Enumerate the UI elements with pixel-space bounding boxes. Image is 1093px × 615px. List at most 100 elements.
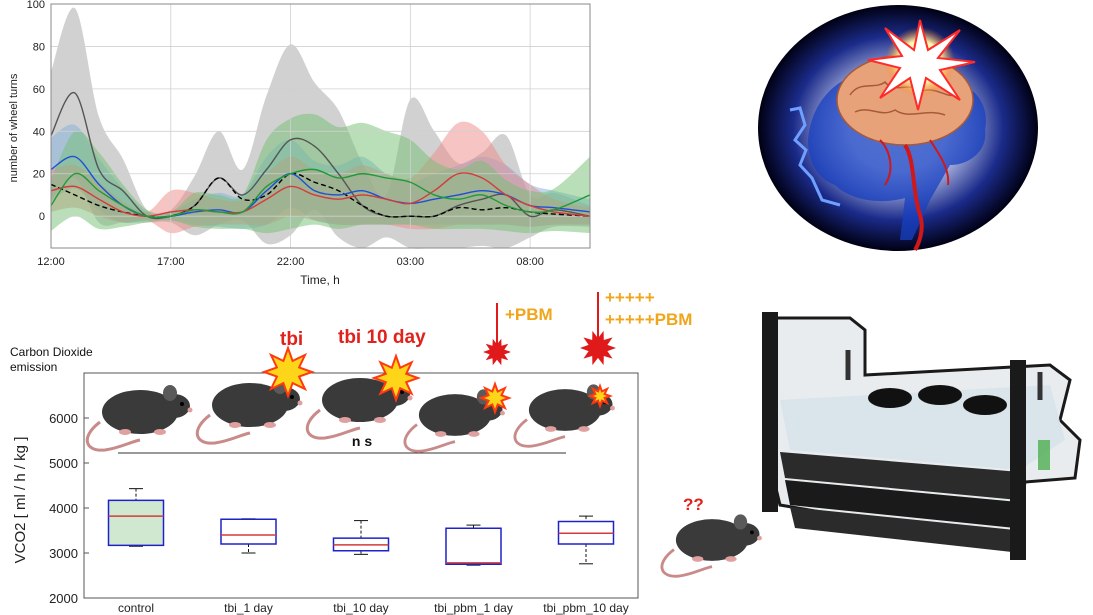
mouse-foot (339, 417, 351, 423)
impact-starburst (867, 19, 976, 111)
line-x-tick-label: 12:00 (37, 256, 65, 268)
pbm-plus-line1: +++++ (605, 288, 655, 307)
impact-burst-tbi10 (371, 353, 421, 403)
box-x-tick-label: control (118, 601, 154, 615)
brain-injury-illustration (758, 5, 1038, 252)
box-y-tick-label: 4000 (49, 501, 78, 516)
line-y-tick-label: 80 (33, 41, 45, 53)
mouse-tail (306, 408, 361, 440)
cage-post-right (1010, 360, 1026, 560)
mouse-head (729, 522, 760, 546)
line-x-tick-label: 03:00 (397, 256, 425, 268)
series-line-1 (50, 172, 591, 218)
mouse-tail (196, 413, 251, 445)
metabolic-cage-photo (762, 312, 1082, 560)
mouse-ear (733, 514, 748, 530)
face-profile (789, 106, 841, 207)
mouse-foot (468, 431, 480, 437)
mouse-foot (154, 429, 166, 435)
box-1 (220, 518, 277, 545)
mouse-eye (400, 390, 404, 394)
line-y-tick-label: 100 (27, 0, 45, 11)
line-plot-frame (50, 3, 591, 249)
mouse-nose (407, 395, 413, 401)
box-x-tick-label: tbi_10 day (333, 601, 388, 615)
series-line-3 (50, 172, 591, 217)
box-y-axis-label: VCO2 [ ml / h / kg ] (12, 437, 29, 564)
line-x-tick-label: 22:00 (277, 256, 305, 268)
box-y-tick-label: 5000 (49, 456, 78, 471)
cage-base-1 (780, 452, 1020, 500)
box-x-tick-label: tbi_pbm_1 day (434, 601, 513, 615)
mouse-body (675, 519, 749, 561)
line-y-tick-label: 60 (33, 84, 45, 96)
sd-bands (51, 7, 590, 249)
mouse-tail (513, 418, 566, 448)
mouse-foot (435, 431, 447, 437)
mouse-tail (403, 423, 456, 453)
mouse-nose (187, 407, 193, 413)
cage-feeder-1 (868, 388, 912, 408)
cage-post-left (762, 312, 778, 512)
question-marks: ?? (683, 495, 704, 514)
mouse-body (418, 394, 492, 436)
line-x-tick-label: 08:00 (516, 256, 544, 268)
cage-base-3 (790, 507, 1015, 552)
mouse-body (528, 389, 602, 431)
mouse-ear (163, 385, 177, 401)
mouse-eye (180, 402, 184, 406)
mouse-foot (119, 429, 131, 435)
box-y-tick-label: 2000 (49, 591, 78, 606)
box-x-tick-label: tbi_pbm_10 day (543, 601, 628, 615)
cage-feeder-2 (918, 385, 962, 405)
pbm-label: +PBM (505, 305, 553, 324)
box-y-tick-label: 3000 (49, 546, 78, 561)
impact-burst-pbm (478, 381, 512, 415)
mouse-eye (290, 395, 294, 399)
mouse-head (158, 394, 190, 418)
cage-green-tube (1038, 440, 1050, 470)
mouse-tbi-1day (196, 378, 303, 445)
vco2-boxplot: 2000 3000 4000 5000 6000 control tbi_1 day tbi… (10, 345, 639, 615)
wheel-turns-chart: 0 20 40 60 80 100 12:00 17:00 22:00 03:00 08:00 n… (8, 0, 591, 287)
box-title-line2: emission (10, 360, 57, 374)
cage-base-2 (785, 480, 1018, 528)
mouse-foot (229, 422, 241, 428)
pbm-plus-line2: +++++PBM (605, 310, 692, 329)
series-line-4 (50, 168, 591, 218)
box-0 (107, 499, 165, 547)
mouse-nose (500, 410, 505, 416)
impact-burst-pbm10 (586, 382, 614, 410)
mouse-body (322, 378, 398, 422)
mouse-tail (86, 420, 141, 452)
mouse-foot (692, 556, 704, 562)
mouse-body (212, 383, 288, 427)
box-x-tick-label: tbi_1 day (224, 601, 273, 615)
spine-artery (903, 143, 924, 252)
mouse-question (660, 514, 762, 578)
mouse-control (86, 385, 193, 452)
significance-label: n s (352, 433, 372, 449)
mouse-body (102, 390, 178, 434)
laser-pbm-spot (483, 338, 511, 366)
box-plot-frame (83, 372, 639, 599)
mouse-foot (545, 426, 557, 432)
arteries (879, 139, 950, 186)
line-y-tick-label: 40 (33, 126, 45, 138)
box-series (107, 488, 615, 566)
mouse-foot (725, 556, 737, 562)
mouse-nose (297, 400, 303, 406)
cage-feeder-3 (963, 395, 1007, 415)
mouse-head (268, 387, 300, 411)
impact-burst-tbi (261, 345, 315, 399)
line-y-axis-label: number of wheel turns (8, 73, 20, 182)
line-x-tick-label: 17:00 (157, 256, 185, 268)
series-lines (50, 92, 591, 220)
mouse-tail (660, 548, 713, 578)
mouse-foot (264, 422, 276, 428)
mouse-foot (374, 417, 386, 423)
laser-pbm10-spot (580, 330, 616, 366)
line-y-ticks: 0 20 40 60 80 100 (27, 0, 45, 223)
mouse-foot (578, 426, 590, 432)
